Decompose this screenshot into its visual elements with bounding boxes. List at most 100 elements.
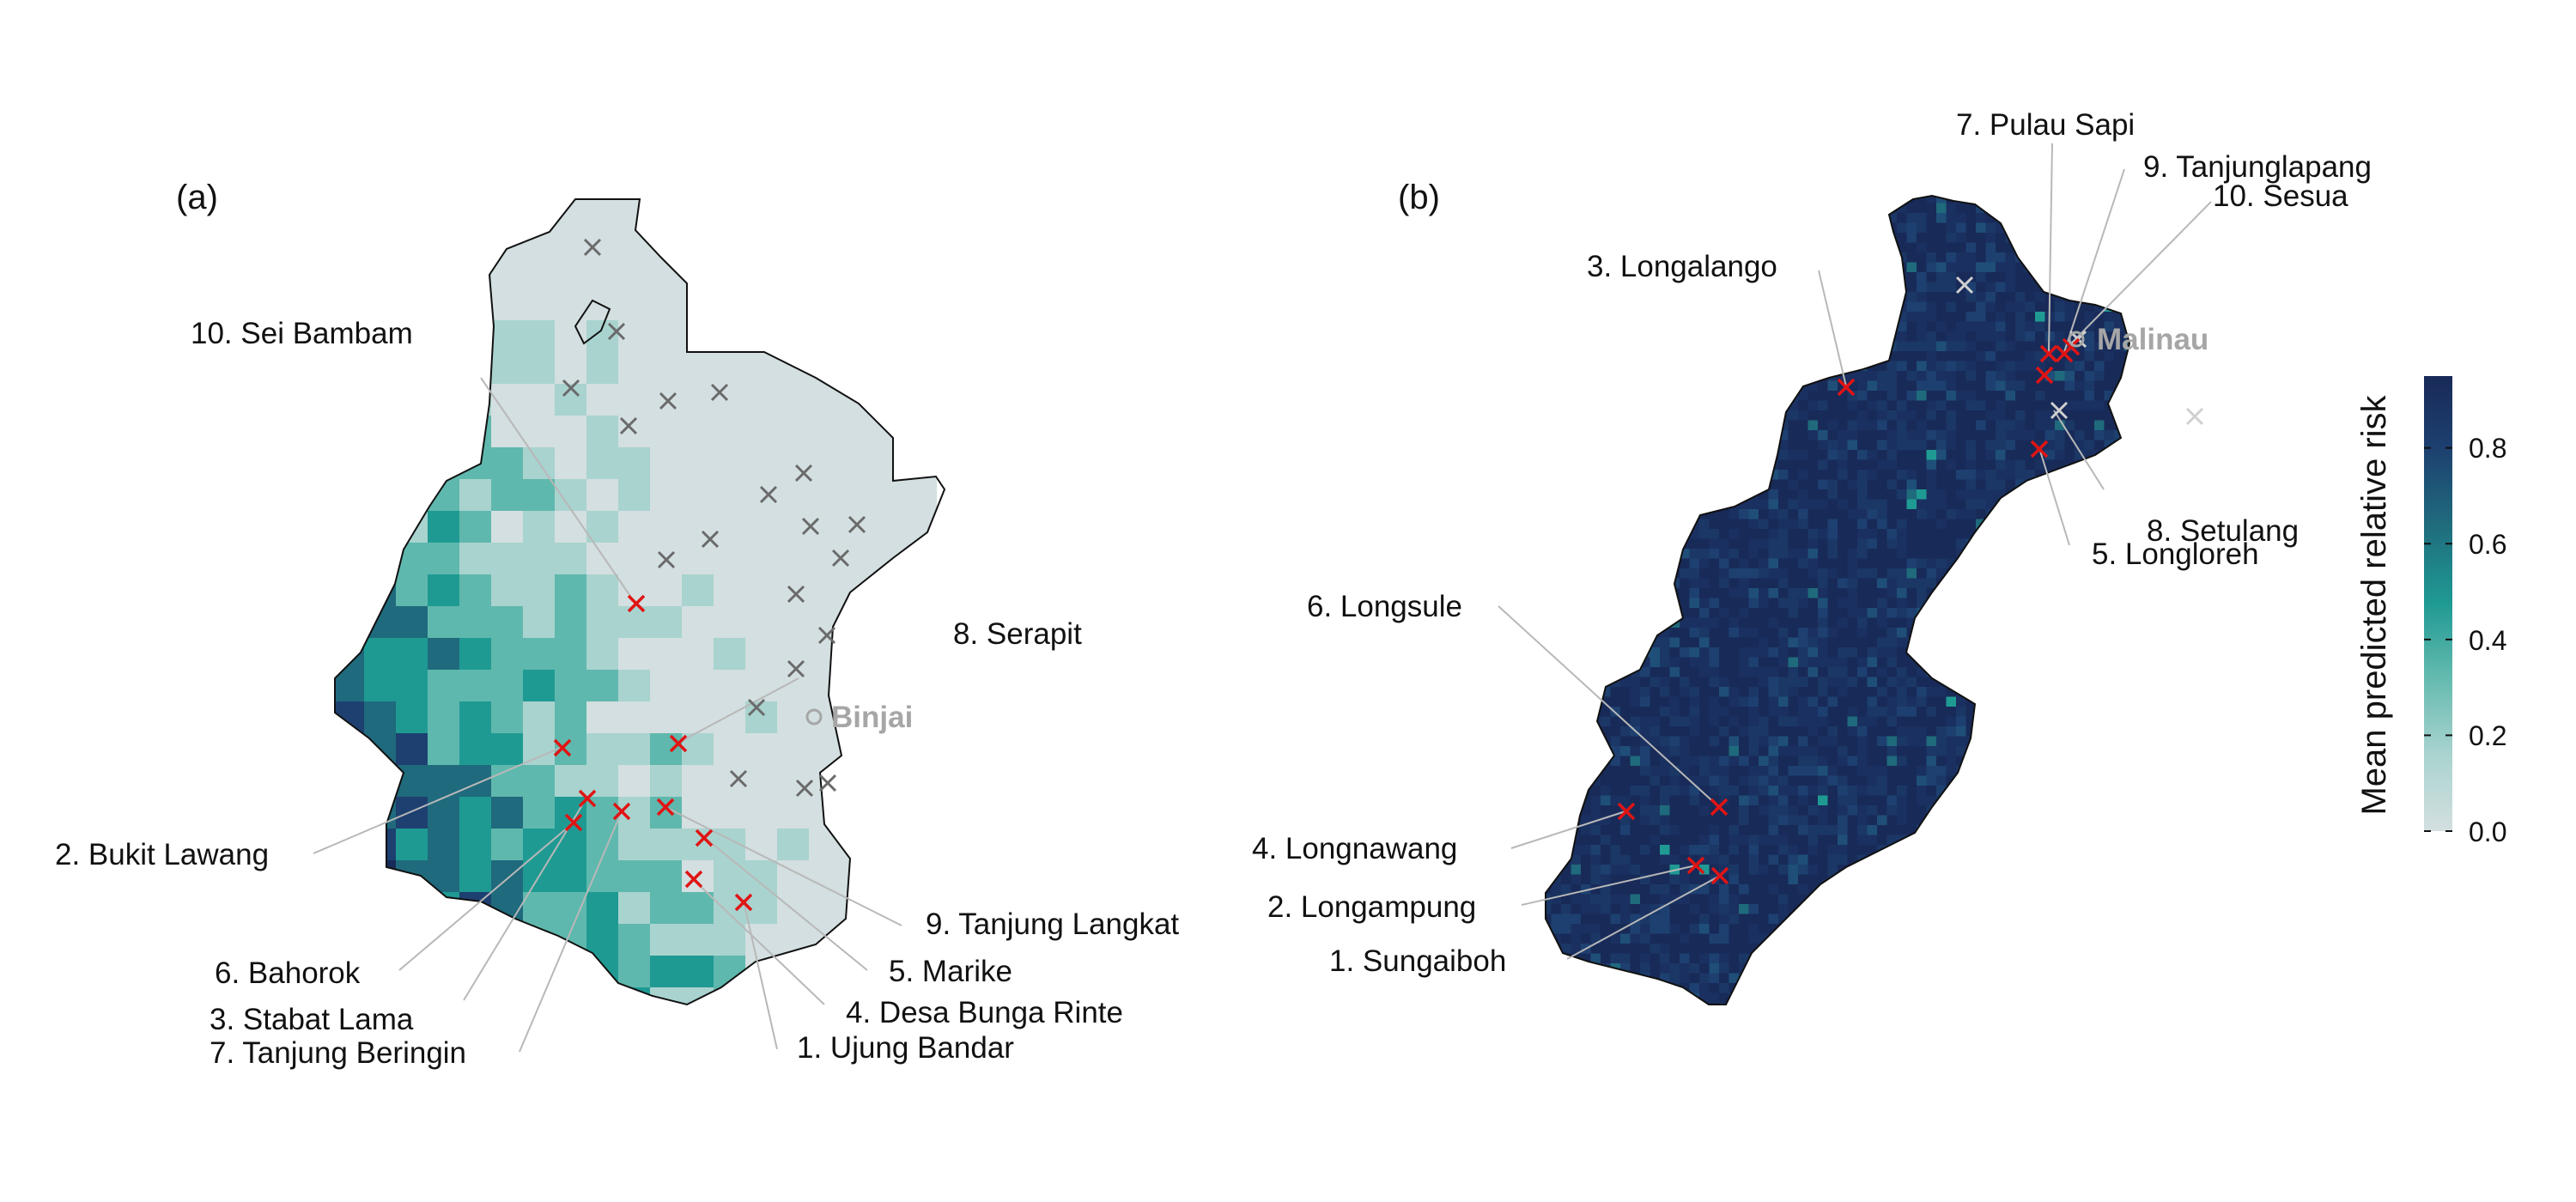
risk-cell-b [1620, 677, 1631, 688]
risk-cell-b [1610, 529, 1621, 540]
risk-cell-b [1610, 647, 1621, 659]
risk-cell-b [1571, 380, 1582, 392]
risk-cell-a [301, 860, 333, 893]
risk-cell-b [1728, 519, 1740, 530]
risk-cell-b [1917, 233, 1928, 244]
risk-cell-b [1768, 351, 1779, 362]
risk-cell-b [1917, 578, 1928, 589]
risk-cell-b [2094, 196, 2105, 204]
risk-cell-a [745, 543, 778, 575]
risk-cell-b [1669, 400, 1680, 411]
risk-cell-b [2015, 894, 2026, 905]
risk-cell-b [1917, 222, 1928, 234]
risk-cell-b [1739, 301, 1750, 313]
risk-cell-a [841, 384, 873, 416]
risk-cell-b [1917, 292, 1928, 303]
risk-cell-b [1778, 756, 1789, 767]
risk-cell-b [1768, 657, 1779, 668]
risk-cell-b [2015, 196, 2026, 204]
risk-cell-b [1778, 696, 1789, 707]
risk-cell-b [1581, 904, 1592, 915]
risk-cell-b [1689, 756, 1700, 767]
risk-cell-b [2035, 865, 2046, 876]
risk-cell-b [1897, 815, 1908, 826]
risk-cell-b [1768, 865, 1779, 876]
risk-cell-b [2104, 312, 2115, 323]
risk-cell-b [1601, 361, 1612, 372]
risk-cell-b [1728, 196, 1740, 204]
risk-cell-a [714, 924, 746, 956]
risk-cell-b [2025, 568, 2036, 580]
risk-cell-b [2114, 203, 2125, 214]
risk-cell-b [1926, 914, 1937, 925]
risk-cell-b [2075, 578, 2086, 589]
risk-cell-b [1590, 391, 1601, 402]
risk-cell-b [1551, 845, 1562, 856]
risk-cell-b [2044, 459, 2056, 470]
risk-cell-a [301, 797, 333, 829]
risk-cell-b [1571, 489, 1582, 501]
risk-cell-b [2055, 470, 2066, 481]
risk-cell-b [1551, 736, 1562, 747]
risk-cell-b [1926, 835, 1937, 846]
risk-cell-b [1590, 499, 1601, 510]
risk-cell-b [1699, 637, 1710, 648]
risk-cell-b [1807, 677, 1819, 688]
risk-cell-b [1571, 321, 1582, 332]
risk-cell-a [714, 199, 746, 226]
risk-cell-b [1719, 380, 1730, 392]
risk-cell-a [428, 670, 460, 702]
risk-cell-b [1965, 598, 1977, 609]
risk-cell-a [714, 511, 746, 543]
risk-cell-b [1571, 272, 1582, 283]
risk-cell-a [809, 479, 841, 512]
risk-cell-a [335, 479, 365, 512]
risk-cell-b [1926, 687, 1937, 698]
risk-cell-b [1906, 677, 1917, 688]
risk-cell-b [1581, 410, 1592, 422]
risk-cell-a [523, 606, 556, 639]
risk-cell-b [1660, 321, 1671, 332]
risk-cell-b [2055, 479, 2066, 490]
risk-cell-b [1917, 687, 1928, 698]
risk-cell-b [1838, 756, 1849, 767]
risk-cell-b [1759, 509, 1770, 520]
risk-cell-b [2025, 489, 2036, 501]
risk-cell-b [2114, 608, 2125, 619]
risk-cell-b [1719, 756, 1730, 767]
risk-cell-b [1649, 233, 1661, 244]
risk-cell-b [1748, 578, 1759, 589]
risk-cell-b [1798, 242, 1809, 253]
risk-cell-b [2084, 854, 2095, 865]
risk-cell-b [1709, 687, 1720, 698]
risk-cell-b [1936, 196, 1947, 204]
risk-cell-b [1581, 292, 1592, 303]
risk-cell-b [1660, 756, 1671, 767]
risk-cell-b [2094, 736, 2105, 747]
risk-cell-b [1601, 331, 1612, 343]
risk-cell-b [1956, 736, 1967, 747]
risk-cell-b [1709, 321, 1720, 332]
risk-cell-b [1551, 884, 1562, 895]
risk-cell-b [1867, 707, 1878, 718]
risk-cell-b [1778, 321, 1789, 332]
risk-cell-b [1867, 479, 1878, 490]
risk-cell-b [2025, 608, 2036, 619]
risk-cell-b [1818, 825, 1829, 836]
risk-cell-b [1680, 196, 1691, 204]
risk-cell-a [682, 352, 714, 385]
risk-cell-b [1877, 312, 1888, 323]
risk-cell-b [1788, 628, 1799, 639]
risk-cell-b [1847, 222, 1858, 234]
risk-cell-b [1857, 341, 1868, 352]
risk-cell-b [2005, 588, 2016, 599]
risk-cell-b [1728, 756, 1740, 767]
risk-cell-b [1778, 361, 1789, 372]
risk-cell-b [1906, 450, 1917, 461]
risk-cell-b [2104, 588, 2115, 599]
risk-cell-a [841, 447, 873, 480]
risk-cell-a [714, 701, 746, 734]
risk-cell-b [1660, 519, 1671, 530]
risk-cell-b [1680, 213, 1691, 224]
risk-cell-b [1976, 470, 1987, 481]
